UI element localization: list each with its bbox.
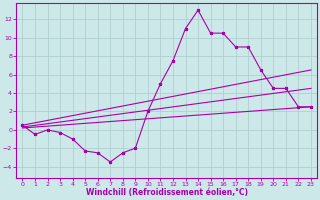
X-axis label: Windchill (Refroidissement éolien,°C): Windchill (Refroidissement éolien,°C): [86, 188, 248, 197]
